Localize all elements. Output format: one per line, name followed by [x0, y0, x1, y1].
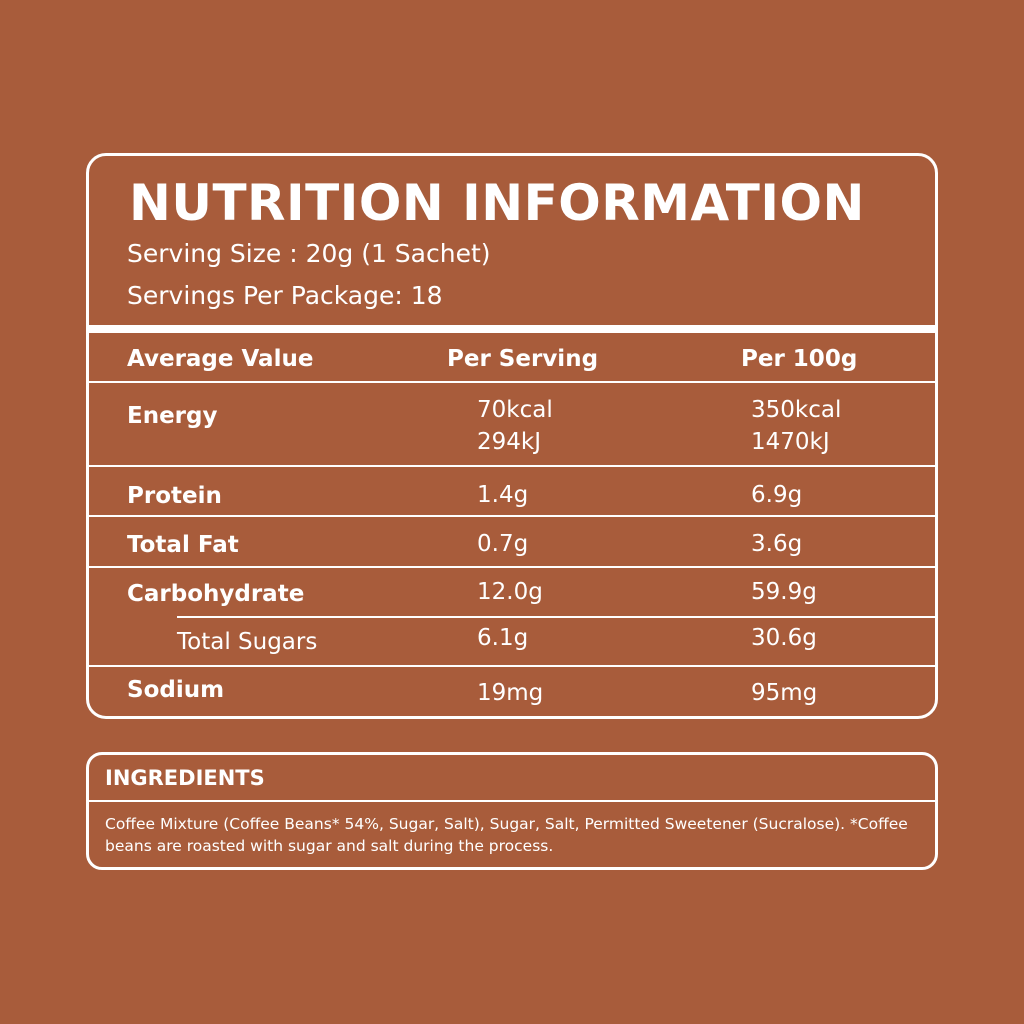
per-100g-value: 1470kJ [751, 429, 830, 455]
column-header-average-value: Average Value [127, 346, 314, 372]
per-serving-value: 70kcal [477, 397, 553, 423]
header-divider-thick [89, 325, 935, 333]
servings-per-package: Servings Per Package: 18 [127, 281, 443, 310]
row-divider [89, 515, 935, 517]
per-100g-value: 350kcal [751, 397, 842, 423]
row-divider [89, 566, 935, 568]
ingredients-panel: INGREDIENTS Coffee Mixture (Coffee Beans… [86, 752, 938, 870]
column-header-per-serving: Per Serving [447, 346, 599, 372]
sub-row-divider [177, 616, 935, 618]
serving-size: Serving Size : 20g (1 Sachet) [127, 239, 491, 268]
row-divider [89, 381, 935, 383]
per-serving-value: 294kJ [477, 429, 542, 455]
per-100g-value: 30.6g [751, 625, 817, 651]
per-100g-value: 3.6g [751, 531, 803, 557]
ingredients-title: INGREDIENTS [105, 766, 265, 790]
per-100g-value: 95mg [751, 680, 818, 706]
nutrient-label: Total Fat [127, 532, 239, 558]
per-serving-value: 19mg [477, 680, 544, 706]
ingredients-divider [89, 800, 935, 802]
per-serving-value: 6.1g [477, 625, 529, 651]
per-serving-value: 1.4g [477, 482, 529, 508]
per-serving-value: 0.7g [477, 531, 529, 557]
nutrient-label: Total Sugars [177, 629, 318, 655]
nutrition-panel: NUTRITION INFORMATION Serving Size : 20g… [86, 153, 938, 719]
per-100g-value: 59.9g [751, 579, 817, 605]
row-divider [89, 665, 935, 667]
nutrient-label: Energy [127, 403, 218, 429]
nutrient-label: Carbohydrate [127, 581, 305, 607]
row-divider [89, 465, 935, 467]
column-header-per-100g: Per 100g [741, 346, 858, 372]
per-100g-value: 6.9g [751, 482, 803, 508]
per-serving-value: 12.0g [477, 579, 543, 605]
ingredients-text: Coffee Mixture (Coffee Beans* 54%, Sugar… [105, 815, 908, 855]
nutrient-label: Sodium [127, 677, 225, 703]
nutrition-title: NUTRITION INFORMATION [129, 174, 865, 232]
nutrient-label: Protein [127, 483, 222, 509]
